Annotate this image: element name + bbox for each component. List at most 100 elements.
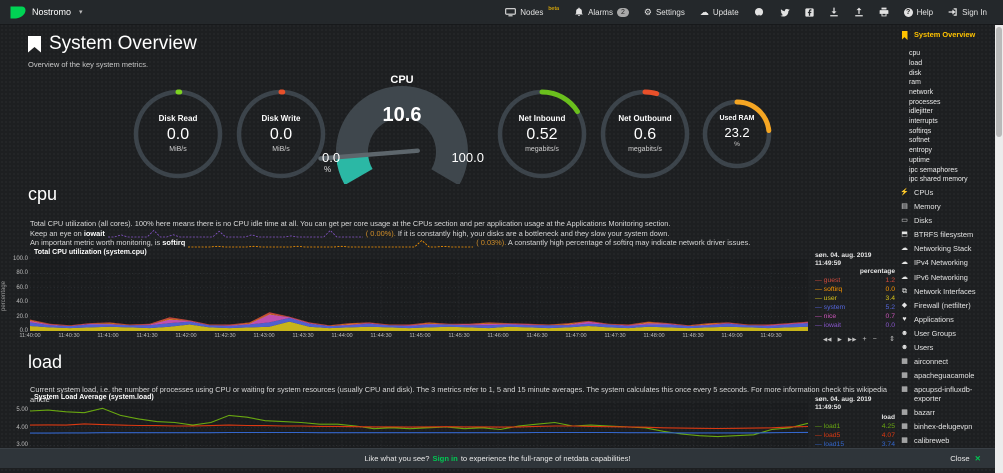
sidebar-item-applications[interactable]: ♥ Applications <box>900 315 995 325</box>
sidebar-subitem-entropy[interactable]: entropy <box>909 147 932 155</box>
sidebar-item-btrfs-filesystem[interactable]: ⬒ BTRFS filesystem <box>900 231 995 240</box>
gauge-label: Net Inbound <box>518 114 566 123</box>
sidebar-subitem-softirqs[interactable]: softirqs <box>909 127 932 135</box>
cpu-utilization-chart[interactable]: Total CPU utilization (system.cpu) perce… <box>0 249 897 346</box>
cpu-gauge[interactable]: CPU 10.6 0.0 100.0 % <box>312 74 492 184</box>
sidebar-item-user-groups[interactable]: ☻ User Groups <box>900 329 995 339</box>
sidebar-subitem-ipc-shared-memory[interactable]: ipc shared memory <box>909 176 968 184</box>
sidebar-item-apcupsd-influxdb-exporter[interactable]: ▦ apcupsd-influxdb-exporter <box>900 386 995 403</box>
gauge-value: 10.6 <box>382 104 422 126</box>
legend-row-user[interactable]: — user 3.4 <box>813 295 895 304</box>
sidebar-item-disks[interactable]: ▭ Disks <box>900 217 995 226</box>
update-button[interactable]: ☁ Update <box>700 7 739 17</box>
series-name: — nice <box>815 313 837 320</box>
sidebar-item-airconnect[interactable]: ▦ airconnect <box>900 358 995 367</box>
cpu-chart-plot[interactable] <box>30 259 808 331</box>
nodes-button[interactable]: Nodes beta <box>505 6 559 17</box>
softirq-label: softirq <box>162 238 186 248</box>
sidebar-item-users[interactable]: ☻ Users <box>900 343 995 353</box>
cpu-desc-line2: Keep an eye on iowait ( 0.00%). If it is … <box>30 229 890 239</box>
legend-row-load5[interactable]: — load5 4.07 <box>813 432 895 441</box>
sidebar-subitem-softnet[interactable]: softnet <box>909 137 930 145</box>
sidebar-item-apacheguacamole[interactable]: ▦ apacheguacamole <box>900 372 995 381</box>
sidebar-subitem-ram[interactable]: ram <box>909 79 921 87</box>
load-chart-plot[interactable] <box>30 403 808 449</box>
sidebar-subitem-processes[interactable]: processes <box>909 98 941 106</box>
print-button[interactable] <box>879 7 889 17</box>
legend-row-load15[interactable]: — load15 3.74 <box>813 441 895 450</box>
sidebar-item-firewall-netfilter-[interactable]: ◆ Firewall (netfilter) <box>900 300 995 311</box>
zoom-in-button[interactable]: + <box>862 336 867 343</box>
banner-signin-link[interactable]: Sign in <box>432 454 458 463</box>
sidebar-item-ipv4-networking[interactable]: ☁ IPv4 Networking <box>900 259 995 268</box>
series-value: 0.7 <box>885 313 895 320</box>
net-inbound-gauge[interactable]: Net Inbound 0.52 megabits/s <box>496 88 588 180</box>
sign-in-icon <box>948 8 957 16</box>
sidebar-item-system-overview[interactable]: System Overview <box>900 31 995 44</box>
sidebar-subitem-interrupts[interactable]: interrupts <box>909 118 938 126</box>
banner-close-button[interactable]: Close ✕ <box>950 454 981 463</box>
disk-read-gauge[interactable]: Disk Read 0.0 MiB/s <box>132 88 224 180</box>
gauge-value: 0.0 <box>166 126 190 143</box>
sidebar-item-calibreweb[interactable]: ▦ calibreweb <box>900 437 995 446</box>
facebook-button[interactable] <box>804 7 814 17</box>
x-tick: 11:48:30 <box>682 333 704 339</box>
disk-write-gauge[interactable]: Disk Write 0.0 MiB/s <box>235 88 327 180</box>
used-ram-gauge[interactable]: Used RAM 23.2 % <box>701 98 773 170</box>
pan-back-button[interactable]: ◀◀ <box>823 336 832 343</box>
sidebar-subitem-disk[interactable]: disk <box>909 69 922 77</box>
sidebar-item-bazarr[interactable]: ▦ bazarr <box>900 408 995 418</box>
legend-row-load1[interactable]: — load1 4.25 <box>813 423 895 432</box>
sidebar-item-cpus[interactable]: ⚡ CPUs <box>900 188 995 198</box>
pan-forward-button[interactable]: ▶▶ <box>847 336 857 343</box>
question-icon: ? <box>903 7 913 17</box>
series-name: — load5 <box>815 432 841 439</box>
bolt-icon: ⚡ <box>900 188 909 196</box>
sidebar-item-binhex-delugevpn[interactable]: ▦ binhex-delugevpn <box>900 422 995 432</box>
zoom-out-button[interactable]: − <box>872 336 877 343</box>
sidebar-item-label: Network Interfaces <box>914 286 976 296</box>
sidebar-subitem-load[interactable]: load <box>909 59 923 67</box>
legend-row-iowait[interactable]: — iowait 0.0 <box>813 322 895 331</box>
net-outbound-gauge[interactable]: Net Outbound 0.6 megabits/s <box>599 88 691 180</box>
legend-row-softirq[interactable]: — softirq 0.0 <box>813 286 895 295</box>
load-average-chart[interactable]: System Load Average (system.load) 5.00 4.… <box>0 394 897 449</box>
signin-button[interactable]: Sign In <box>948 7 987 17</box>
export-button[interactable] <box>854 7 864 17</box>
bookmark-icon <box>28 35 41 53</box>
github-button[interactable] <box>754 7 764 17</box>
node-selector[interactable]: Nostromo ▾ <box>9 5 83 20</box>
help-button[interactable]: ? Help <box>903 7 933 17</box>
sidebar-subitem-network[interactable]: network <box>909 88 934 96</box>
import-button[interactable] <box>829 7 839 17</box>
sidebar-item-memory[interactable]: ▤ Memory <box>900 203 995 212</box>
sidebar-subitem-idlejitter[interactable]: idlejitter <box>909 108 933 116</box>
sidebar-subitem-uptime[interactable]: uptime <box>909 156 930 164</box>
legend-row-system[interactable]: — system 5.2 <box>813 304 895 313</box>
legend-row-nice[interactable]: — nice 0.7 <box>813 313 895 322</box>
load-chart-legend: søn. 04. aug. 2019 11:49:50 load — load1… <box>813 396 895 449</box>
sidebar-subitem-cpu[interactable]: cpu <box>909 50 921 58</box>
resize-handle-icon[interactable]: ⇕ <box>889 336 895 343</box>
iowait-sparkline[interactable] <box>107 229 363 238</box>
twitter-button[interactable] <box>779 8 790 17</box>
scrollbar-thumb[interactable] <box>996 27 1002 137</box>
sidebar-item-network-interfaces[interactable]: ⧉ Network Interfaces <box>900 286 995 297</box>
page-scrollbar[interactable] <box>995 25 1003 473</box>
sidebar-submenu: cpu load disk ram network processes idlejitter… <box>909 49 995 185</box>
sidebar-item-ipv6-networking[interactable]: ☁ IPv6 Networking <box>900 273 995 283</box>
play-button[interactable]: ▶ <box>837 336 842 343</box>
softirq-sparkline[interactable] <box>188 239 474 248</box>
sidebar-item-label: Memory <box>914 202 941 212</box>
sidebar-item-label: apcupsd-influxdb-exporter <box>914 385 973 403</box>
navbar-actions: Nodes beta Alarms 2 ⚙ Settings ☁ Update <box>505 6 1003 17</box>
legend-row-guest[interactable]: — guest 1.2 <box>813 277 895 286</box>
sidebar-subitem-ipc-semaphores[interactable]: ipc semaphores <box>909 166 958 174</box>
x-tick: 11:45:30 <box>448 333 470 339</box>
sidebar-item-label: Firewall (netfilter) <box>914 300 971 310</box>
settings-button[interactable]: ⚙ Settings <box>644 7 685 17</box>
sidebar-item-networking-stack[interactable]: ☁ Networking Stack <box>900 245 995 254</box>
alarms-button[interactable]: Alarms 2 <box>574 7 629 17</box>
text: A constantly high percentage of softirq … <box>506 238 751 248</box>
facebook-icon <box>804 7 814 17</box>
